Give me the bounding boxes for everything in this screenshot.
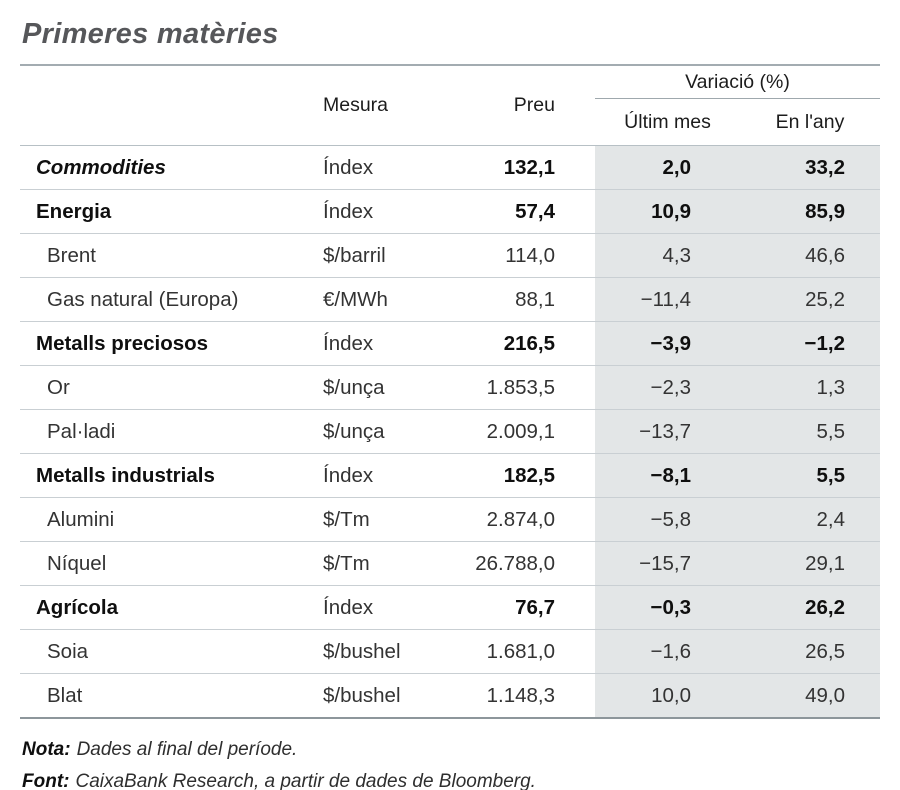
row-preu-cell: 132,1 <box>475 145 595 190</box>
table-row: Commodities Índex 132,1 2,0 33,2 <box>20 145 880 190</box>
row-en-lany-cell: 49,0 <box>740 673 880 719</box>
row-mesura-cell: Índex <box>305 145 475 190</box>
row-mesura-cell: Índex <box>305 321 475 366</box>
row-preu-cell: 2.009,1 <box>475 409 595 454</box>
row-name-cell: Commodities <box>20 145 305 190</box>
row-en-lany-cell: 85,9 <box>740 189 880 234</box>
row-en-lany-cell: 5,5 <box>740 409 880 454</box>
row-ultim-mes-cell: −11,4 <box>595 277 740 322</box>
row-preu-cell: 1.681,0 <box>475 629 595 674</box>
row-ultim-mes-cell: −5,8 <box>595 497 740 542</box>
table-row: Gas natural (Europa) €/MWh 88,1 −11,4 25… <box>20 277 880 322</box>
row-preu-cell: 76,7 <box>475 585 595 630</box>
row-name-cell: Or <box>20 365 305 410</box>
row-ultim-mes-cell: −1,6 <box>595 629 740 674</box>
page-title: Primeres matèries <box>22 18 279 50</box>
header-row-sub: Últim mes En l'any <box>20 99 880 146</box>
header-ultim-mes: Últim mes <box>624 110 711 133</box>
row-ultim-mes-cell: −3,9 <box>595 321 740 366</box>
header-mesura: Mesura <box>323 94 389 116</box>
row-mesura-cell: $/unça <box>305 365 475 410</box>
table-row: Blat $/bushel 1.148,3 10,0 49,0 <box>20 673 880 719</box>
header-row-top: Mesura Preu Variació (%) <box>20 65 880 116</box>
row-mesura-cell: Índex <box>305 585 475 630</box>
source-label: Font: <box>22 771 70 790</box>
row-ultim-mes-cell: 2,0 <box>595 145 740 190</box>
row-name-cell: Metalls industrials <box>20 453 305 498</box>
row-ultim-mes-cell: −0,3 <box>595 585 740 630</box>
row-preu-cell: 1.148,3 <box>475 673 595 719</box>
row-preu-cell: 1.853,5 <box>475 365 595 410</box>
row-ultim-mes-cell: −13,7 <box>595 409 740 454</box>
table-row: Metalls industrials Índex 182,5 −8,1 5,5 <box>20 453 880 498</box>
row-en-lany-cell: 25,2 <box>740 277 880 322</box>
row-mesura-cell: €/MWh <box>305 277 475 322</box>
row-mesura-cell: $/unça <box>305 409 475 454</box>
row-ultim-mes-cell: −15,7 <box>595 541 740 586</box>
row-mesura-cell: $/Tm <box>305 541 475 586</box>
row-en-lany-cell: 26,2 <box>740 585 880 630</box>
row-en-lany-cell: −1,2 <box>740 321 880 366</box>
row-name-cell: Energia <box>20 189 305 234</box>
row-name-cell: Metalls preciosos <box>20 321 305 366</box>
row-mesura-cell: $/barril <box>305 233 475 278</box>
table-body: Commodities Índex 132,1 2,0 33,2 Energia… <box>20 145 880 719</box>
table-header: Mesura Preu Variació (%) Últim mes En l'… <box>20 65 880 146</box>
row-name-cell: Soia <box>20 629 305 674</box>
table-note: Nota: Dades al final del període. <box>22 736 880 764</box>
table-row: Pal·ladi $/unça 2.009,1 −13,7 5,5 <box>20 409 880 454</box>
row-name-cell: Níquel <box>20 541 305 586</box>
row-preu-cell: 57,4 <box>475 189 595 234</box>
row-name-cell: Alumini <box>20 497 305 542</box>
table-row: Or $/unça 1.853,5 −2,3 1,3 <box>20 365 880 410</box>
row-mesura-cell: $/bushel <box>305 629 475 674</box>
table-footnotes: Nota: Dades al final del període. Font: Ca… <box>22 736 880 790</box>
row-mesura-cell: $/Tm <box>305 497 475 542</box>
row-en-lany-cell: 46,6 <box>740 233 880 278</box>
row-ultim-mes-cell: −2,3 <box>595 365 740 410</box>
header-variacio: Variació (%) <box>595 65 880 99</box>
row-en-lany-cell: 2,4 <box>740 497 880 542</box>
header-empty-cell <box>20 65 305 146</box>
header-preu: Preu <box>513 94 555 116</box>
row-preu-cell: 114,0 <box>475 233 595 278</box>
table-source: Font: CaixaBank Research, a partir de dad… <box>22 768 880 790</box>
row-en-lany-cell: 26,5 <box>740 629 880 674</box>
row-en-lany-cell: 29,1 <box>740 541 880 586</box>
row-name-cell: Brent <box>20 233 305 278</box>
row-name-cell: Agrícola <box>20 585 305 630</box>
table-row: Energia Índex 57,4 10,9 85,9 <box>20 189 880 234</box>
note-text: Dades al final del període. <box>76 739 298 760</box>
row-name-cell: Gas natural (Europa) <box>20 277 305 322</box>
row-preu-cell: 182,5 <box>475 453 595 498</box>
row-ultim-mes-cell: 10,9 <box>595 189 740 234</box>
table-row: Brent $/barril 114,0 4,3 46,6 <box>20 233 880 278</box>
note-label: Nota: <box>22 739 71 760</box>
source-text: CaixaBank Research, a partir de dades de… <box>75 771 536 790</box>
table-row: Alumini $/Tm 2.874,0 −5,8 2,4 <box>20 497 880 542</box>
row-en-lany-cell: 5,5 <box>740 453 880 498</box>
table-row: Níquel $/Tm 26.788,0 −15,7 29,1 <box>20 541 880 586</box>
commodities-table: Mesura Preu Variació (%) Últim mes En l'… <box>20 64 880 719</box>
row-name-cell: Pal·ladi <box>20 409 305 454</box>
table-row: Agrícola Índex 76,7 −0,3 26,2 <box>20 585 880 630</box>
row-mesura-cell: Índex <box>305 453 475 498</box>
row-mesura-cell: $/bushel <box>305 673 475 719</box>
row-mesura-cell: Índex <box>305 189 475 234</box>
row-preu-cell: 2.874,0 <box>475 497 595 542</box>
table-row: Metalls preciosos Índex 216,5 −3,9 −1,2 <box>20 321 880 366</box>
row-en-lany-cell: 33,2 <box>740 145 880 190</box>
row-ultim-mes-cell: 4,3 <box>595 233 740 278</box>
row-preu-cell: 26.788,0 <box>475 541 595 586</box>
header-en-lany: En l'any <box>775 110 845 133</box>
row-ultim-mes-cell: 10,0 <box>595 673 740 719</box>
row-preu-cell: 216,5 <box>475 321 595 366</box>
row-name-cell: Blat <box>20 673 305 719</box>
row-ultim-mes-cell: −8,1 <box>595 453 740 498</box>
row-en-lany-cell: 1,3 <box>740 365 880 410</box>
row-preu-cell: 88,1 <box>475 277 595 322</box>
table-row: Soia $/bushel 1.681,0 −1,6 26,5 <box>20 629 880 674</box>
